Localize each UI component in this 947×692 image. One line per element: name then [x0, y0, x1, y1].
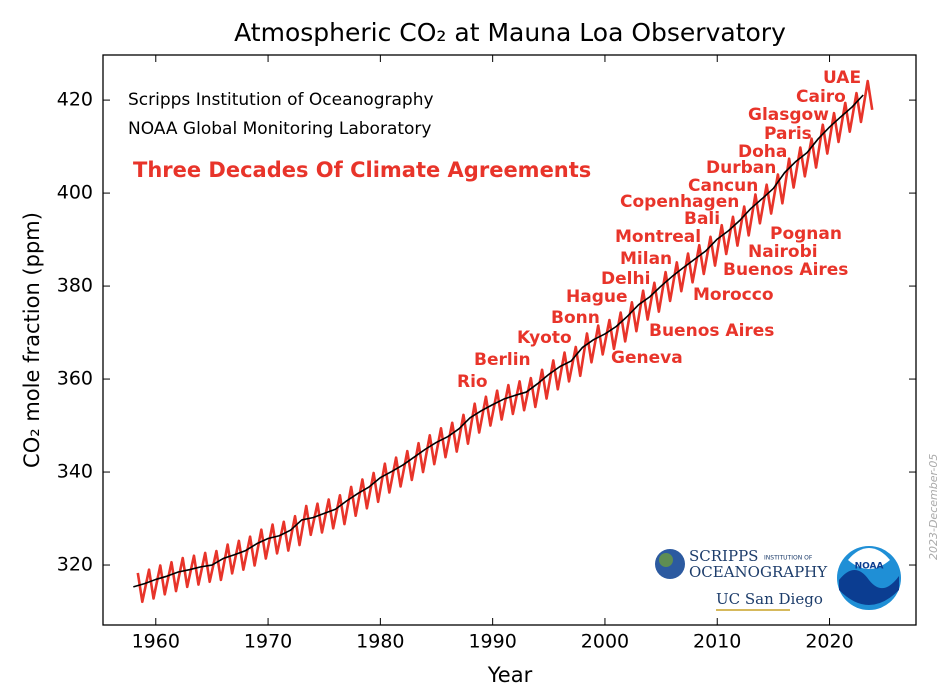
subtitle: Three Decades Of Climate Agreements [133, 158, 591, 182]
agreement-label: Doha [738, 142, 787, 162]
y-tick-label: 360 [57, 368, 93, 390]
logo-text: INSTITUTION OF [764, 555, 813, 562]
agreement-label: Cancun [688, 176, 758, 196]
y-tick-label: 340 [57, 461, 93, 483]
agreement-label: Glasgow [748, 105, 829, 125]
agreement-label: Morocco [693, 285, 774, 305]
x-tick-label: 1980 [356, 631, 404, 653]
plot-frame [102, 54, 917, 626]
y-tick-label: 380 [57, 275, 93, 297]
agreement-label: Bali [684, 209, 720, 229]
agreement-label: Montreal [615, 227, 701, 247]
y-tick-label: 420 [57, 89, 93, 111]
logo-text: NOAA [855, 562, 884, 572]
logo-text: SCRIPPS [689, 547, 758, 565]
logo-text: UC San Diego [716, 590, 823, 608]
agreement-label: Paris [764, 124, 812, 144]
agreement-label: Rio [457, 372, 488, 392]
agreement-label: Bonn [551, 308, 600, 328]
agreement-label: Delhi [601, 269, 650, 289]
agreement-label: Berlin [474, 350, 531, 370]
source-line: Scripps Institution of Oceanography [128, 90, 434, 110]
trend-line [133, 94, 864, 588]
agreement-label: Durban [706, 158, 776, 178]
x-tick-label: 1970 [244, 631, 292, 653]
source-line: NOAA Global Monitoring Laboratory [128, 119, 432, 139]
date-stamp: 2023-December-05 [927, 454, 940, 560]
x-tick-label: 2000 [581, 631, 629, 653]
noaa-bird [848, 548, 890, 569]
y-tick-label: 320 [57, 554, 93, 576]
agreement-label: Buenos Aires [723, 260, 848, 280]
agreement-label: Pognan [770, 224, 842, 244]
y-axis-label: CO₂ mole fraction (ppm) [20, 212, 44, 468]
y-tick-label: 400 [57, 182, 93, 204]
globe-land [659, 553, 673, 567]
agreement-label: Buenos Aires [649, 321, 774, 341]
monthly-line [136, 79, 874, 604]
x-tick-label: 2010 [693, 631, 741, 653]
noaa-logo: NOAA [837, 546, 901, 610]
noaa-wave [839, 570, 899, 605]
x-tick-label: 1960 [132, 631, 180, 653]
x-tick-label: 2020 [805, 631, 853, 653]
chart-title: Atmospheric CO₂ at Mauna Loa Observatory [234, 18, 786, 47]
agreement-label: Geneva [611, 348, 683, 368]
agreement-label: Cairo [796, 87, 846, 107]
agreement-label: Nairobi [748, 242, 818, 262]
agreement-label: Copenhagen [620, 192, 739, 212]
x-tick-label: 1990 [468, 631, 516, 653]
agreement-label: Kyoto [517, 328, 572, 348]
x-axis-label: Year [487, 663, 533, 687]
agreement-label: Milan [620, 249, 672, 269]
agreement-label: UAE [823, 68, 861, 88]
logo-text: OCEANOGRAPHY [689, 563, 828, 581]
agreement-label: Hague [566, 287, 628, 307]
scripps-logo: SCRIPPS INSTITUTION OF OCEANOGRAPHY UC S… [655, 547, 828, 611]
